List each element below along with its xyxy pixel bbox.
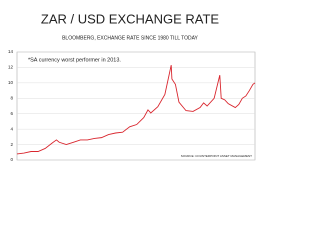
chart: ZAR / USD EXCHANGE RATE BLOOMBERG, EXCHA… (8, 11, 256, 162)
chart-subtitle: BLOOMBERG, EXCHANGE RATE SINCE 1980 TILL… (62, 35, 198, 41)
chart-title: ZAR / USD EXCHANGE RATE (41, 11, 220, 26)
plot-frame (16, 51, 256, 161)
y-tick-label: 12 (8, 65, 14, 70)
y-tick-label: 10 (8, 80, 14, 85)
source: SOURCE: COUNTERPOINT ASSET MANAGEMENT (181, 154, 252, 158)
y-tick-label: 14 (8, 49, 14, 54)
annotation: *SA currency worst performer in 2013. (28, 57, 121, 63)
line-series (16, 65, 256, 155)
page: ZAR / USD EXCHANGE RATE BLOOMBERG, EXCHA… (7, 11, 256, 163)
y-tick-label: 8 (10, 95, 13, 100)
y-tick-label: 6 (10, 111, 13, 116)
y-tick-label: 4 (10, 126, 13, 131)
y-tick-label: 0 (10, 157, 13, 162)
y-tick-label: 2 (10, 142, 13, 147)
